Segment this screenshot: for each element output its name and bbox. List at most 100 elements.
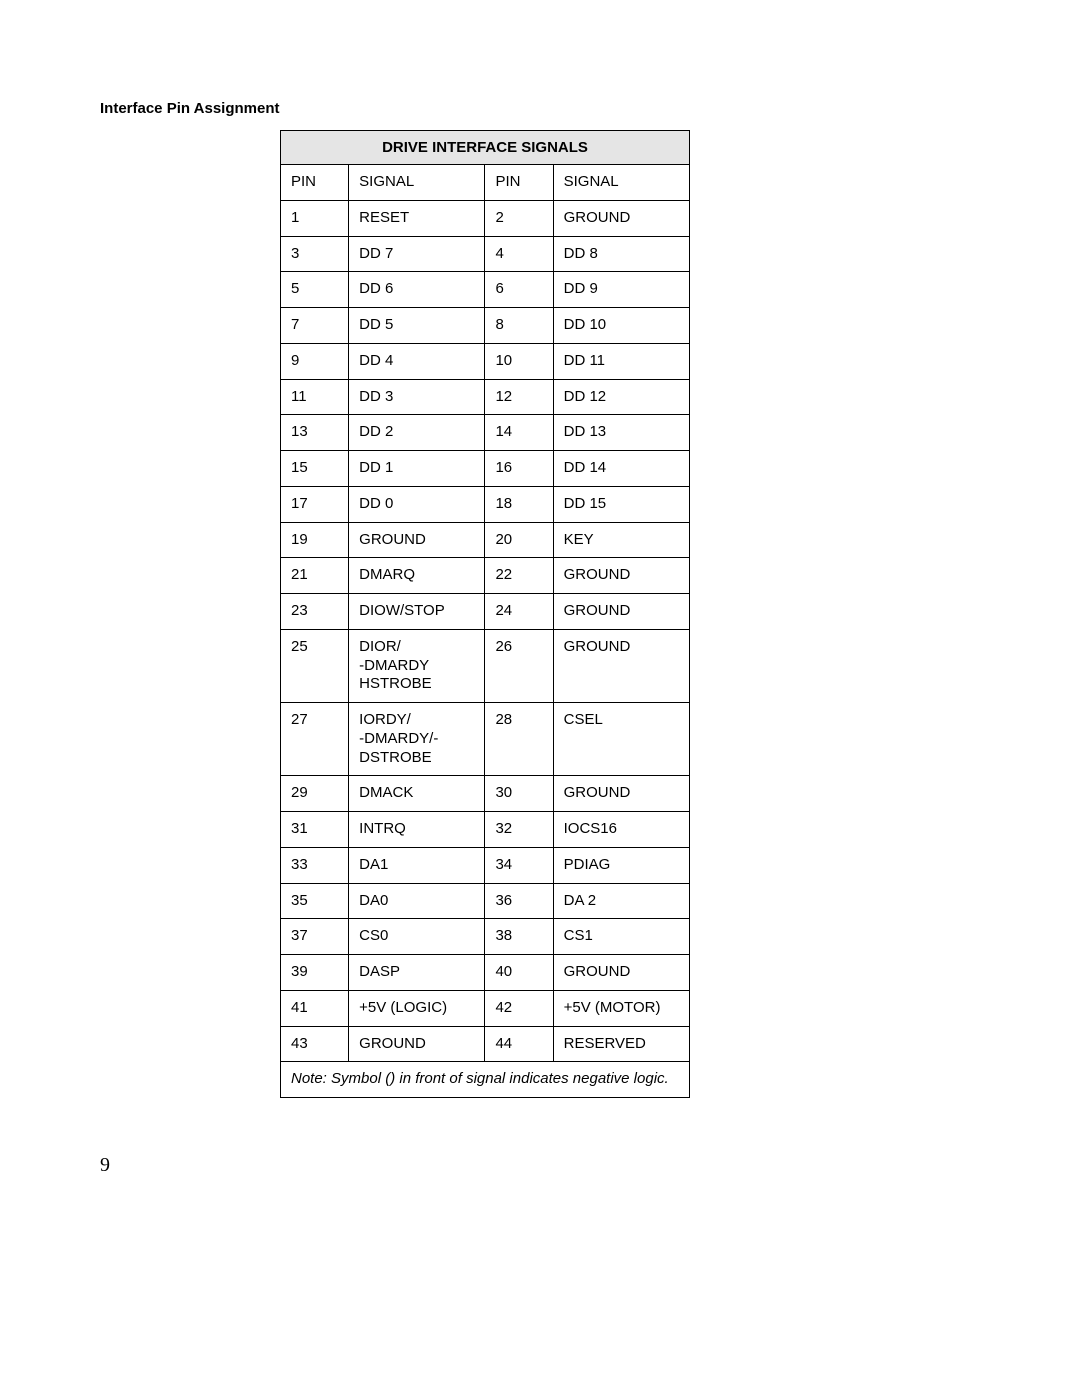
- table-cell: DD 13: [553, 415, 689, 451]
- table-cell: SIGNAL: [553, 165, 689, 201]
- table-cell: DD 2: [349, 415, 485, 451]
- table-row: 29DMACK30GROUND: [281, 776, 690, 812]
- table-cell: CS1: [553, 919, 689, 955]
- table-row: 41+5V (LOGIC)42+5V (MOTOR): [281, 990, 690, 1026]
- table-row: 31INTRQ32IOCS16: [281, 812, 690, 848]
- table-cell: DD 7: [349, 236, 485, 272]
- table-cell: 35: [281, 883, 349, 919]
- table-row: 9DD 410DD 11: [281, 343, 690, 379]
- table-cell: DD 4: [349, 343, 485, 379]
- table-cell: 12: [485, 379, 553, 415]
- table-cell: IORDY/-DMARDY/-DSTROBE: [349, 703, 485, 776]
- table-cell: 21: [281, 558, 349, 594]
- table-cell: GROUND: [553, 776, 689, 812]
- table-row: 1RESET2GROUND: [281, 200, 690, 236]
- table-row: 3DD 74DD 8: [281, 236, 690, 272]
- table-row: 11DD 312DD 12: [281, 379, 690, 415]
- table-cell: CSEL: [553, 703, 689, 776]
- table-cell: 36: [485, 883, 553, 919]
- table-row: 15DD 116DD 14: [281, 451, 690, 487]
- table-cell: 19: [281, 522, 349, 558]
- table-cell: DD 8: [553, 236, 689, 272]
- table-cell: 1: [281, 200, 349, 236]
- table-cell: 24: [485, 594, 553, 630]
- table-cell: +5V (MOTOR): [553, 990, 689, 1026]
- table-cell: 38: [485, 919, 553, 955]
- table-cell: SIGNAL: [349, 165, 485, 201]
- table-cell: GROUND: [553, 594, 689, 630]
- table-row: 43GROUND44RESERVED: [281, 1026, 690, 1062]
- table-cell: 3: [281, 236, 349, 272]
- table-row: 33DA134PDIAG: [281, 847, 690, 883]
- table-cell: CS0: [349, 919, 485, 955]
- table-cell: 9: [281, 343, 349, 379]
- table-cell: 14: [485, 415, 553, 451]
- table-cell: DD 5: [349, 308, 485, 344]
- table-row: 7DD 58DD 10: [281, 308, 690, 344]
- table-row: 27IORDY/-DMARDY/-DSTROBE28CSEL: [281, 703, 690, 776]
- table-cell: 7: [281, 308, 349, 344]
- table-cell: 18: [485, 486, 553, 522]
- table-cell: 43: [281, 1026, 349, 1062]
- table-cell: DD 15: [553, 486, 689, 522]
- table-cell: 22: [485, 558, 553, 594]
- table-cell: DD 14: [553, 451, 689, 487]
- table-cell: 2: [485, 200, 553, 236]
- table-cell: PIN: [281, 165, 349, 201]
- table-cell: RESERVED: [553, 1026, 689, 1062]
- table-cell: PIN: [485, 165, 553, 201]
- table-cell: GROUND: [553, 558, 689, 594]
- table-cell: 30: [485, 776, 553, 812]
- table-body: PINSIGNALPINSIGNAL1RESET2GROUND3DD 74DD …: [281, 165, 690, 1062]
- table-cell: 10: [485, 343, 553, 379]
- signals-table-container: DRIVE INTERFACE SIGNALS PINSIGNALPINSIGN…: [280, 130, 690, 1098]
- table-header: DRIVE INTERFACE SIGNALS: [281, 131, 690, 165]
- table-cell: +5V (LOGIC): [349, 990, 485, 1026]
- table-cell: DD 11: [553, 343, 689, 379]
- table-cell: 26: [485, 629, 553, 702]
- table-cell: PDIAG: [553, 847, 689, 883]
- table-note: Note: Symbol () in front of signal indic…: [281, 1062, 690, 1098]
- table-cell: 40: [485, 955, 553, 991]
- table-cell: GROUND: [553, 955, 689, 991]
- table-cell: DD 10: [553, 308, 689, 344]
- table-cell: DIOW/STOP: [349, 594, 485, 630]
- table-cell: 25: [281, 629, 349, 702]
- table-cell: GROUND: [349, 1026, 485, 1062]
- table-cell: KEY: [553, 522, 689, 558]
- section-title: Interface Pin Assignment: [100, 100, 280, 117]
- table-cell: 31: [281, 812, 349, 848]
- table-cell: 6: [485, 272, 553, 308]
- table-cell: DA1: [349, 847, 485, 883]
- table-cell: DD 1: [349, 451, 485, 487]
- table-cell: 41: [281, 990, 349, 1026]
- table-row: 13DD 214DD 13: [281, 415, 690, 451]
- table-cell: DD 9: [553, 272, 689, 308]
- table-row: 5DD 66DD 9: [281, 272, 690, 308]
- table-cell: DD 6: [349, 272, 485, 308]
- table-cell: 34: [485, 847, 553, 883]
- table-cell: DMARQ: [349, 558, 485, 594]
- table-cell: 23: [281, 594, 349, 630]
- table-cell: 42: [485, 990, 553, 1026]
- table-cell: DD 3: [349, 379, 485, 415]
- table-cell: 8: [485, 308, 553, 344]
- table-cell: 5: [281, 272, 349, 308]
- table-cell: DD 0: [349, 486, 485, 522]
- table-row: 23DIOW/STOP24GROUND: [281, 594, 690, 630]
- table-cell: GROUND: [553, 629, 689, 702]
- table-cell: DA 2: [553, 883, 689, 919]
- table-cell: GROUND: [553, 200, 689, 236]
- table-row: 37CS038CS1: [281, 919, 690, 955]
- table-cell: 32: [485, 812, 553, 848]
- table-row: 19GROUND20KEY: [281, 522, 690, 558]
- table-row: 21DMARQ22GROUND: [281, 558, 690, 594]
- table-row: PINSIGNALPINSIGNAL: [281, 165, 690, 201]
- table-cell: 15: [281, 451, 349, 487]
- table-cell: 39: [281, 955, 349, 991]
- table-cell: 29: [281, 776, 349, 812]
- table-cell: DIOR/-DMARDY HSTROBE: [349, 629, 485, 702]
- table-cell: 20: [485, 522, 553, 558]
- table-cell: 11: [281, 379, 349, 415]
- document-page: Interface Pin Assignment DRIVE INTERFACE…: [0, 0, 1080, 1397]
